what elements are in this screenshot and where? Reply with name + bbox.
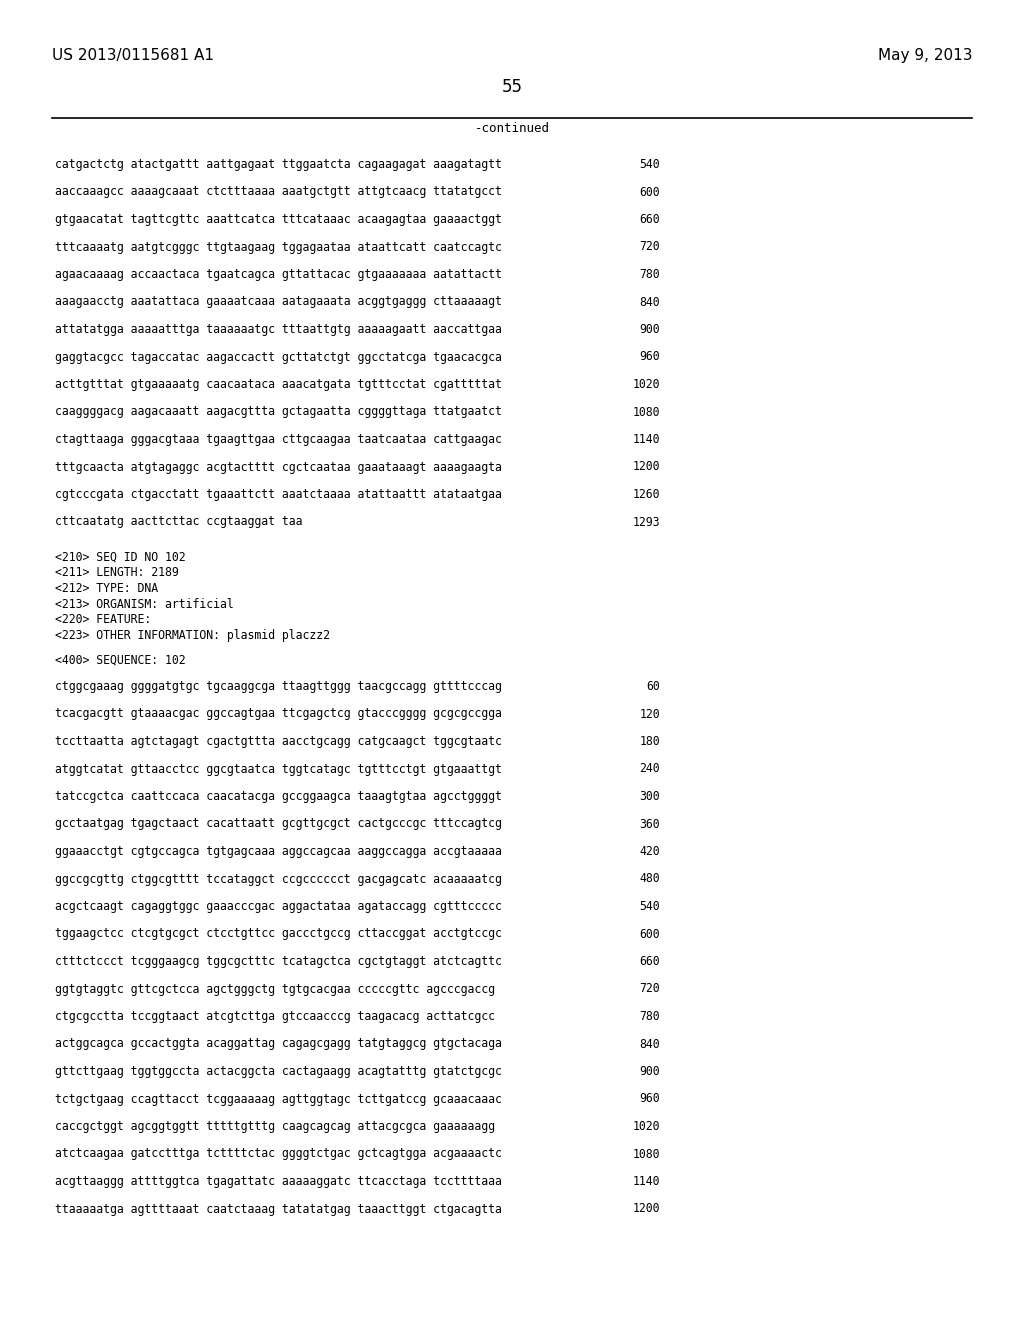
Text: 540: 540 [639,900,660,913]
Text: 960: 960 [639,351,660,363]
Text: acgttaaggg attttggtca tgagattatc aaaaaggatc ttcacctaga tccttttaaa: acgttaaggg attttggtca tgagattatc aaaaagg… [55,1175,502,1188]
Text: <213> ORGANISM: artificial: <213> ORGANISM: artificial [55,598,233,610]
Text: <211> LENGTH: 2189: <211> LENGTH: 2189 [55,566,179,579]
Text: 840: 840 [639,296,660,309]
Text: ctgcgcctta tccggtaact atcgtcttga gtccaacccg taagacacg acttatcgcc: ctgcgcctta tccggtaact atcgtcttga gtccaac… [55,1010,495,1023]
Text: 540: 540 [639,158,660,172]
Text: ggtgtaggtc gttcgctcca agctgggctg tgtgcacgaa cccccgttc agcccgaccg: ggtgtaggtc gttcgctcca agctgggctg tgtgcac… [55,982,495,995]
Text: 1200: 1200 [633,461,660,474]
Text: 300: 300 [639,789,660,803]
Text: gaggtacgcc tagaccatac aagaccactt gcttatctgt ggcctatcga tgaacacgca: gaggtacgcc tagaccatac aagaccactt gcttatc… [55,351,502,363]
Text: May 9, 2013: May 9, 2013 [878,48,972,63]
Text: atggtcatat gttaacctcc ggcgtaatca tggtcatagc tgtttcctgt gtgaaattgt: atggtcatat gttaacctcc ggcgtaatca tggtcat… [55,763,502,776]
Text: acttgtttat gtgaaaaatg caacaataca aaacatgata tgtttcctat cgatttttat: acttgtttat gtgaaaaatg caacaataca aaacatg… [55,378,502,391]
Text: ggaaacctgt cgtgccagca tgtgagcaaa aggccagcaa aaggccagga accgtaaaaa: ggaaacctgt cgtgccagca tgtgagcaaa aggccag… [55,845,502,858]
Text: acgctcaagt cagaggtggc gaaacccgac aggactataa agataccagg cgtttccccc: acgctcaagt cagaggtggc gaaacccgac aggacta… [55,900,502,913]
Text: 900: 900 [639,323,660,337]
Text: ctggcgaaag ggggatgtgc tgcaaggcga ttaagttggg taacgccagg gttttcccag: ctggcgaaag ggggatgtgc tgcaaggcga ttaagtt… [55,680,502,693]
Text: 1020: 1020 [633,378,660,391]
Text: <220> FEATURE:: <220> FEATURE: [55,612,152,626]
Text: 55: 55 [502,78,522,96]
Text: <400> SEQUENCE: 102: <400> SEQUENCE: 102 [55,653,185,667]
Text: 240: 240 [639,763,660,776]
Text: 120: 120 [639,708,660,721]
Text: tctgctgaag ccagttacct tcggaaaaag agttggtagc tcttgatccg gcaaacaaac: tctgctgaag ccagttacct tcggaaaaag agttggt… [55,1093,502,1106]
Text: tttgcaacta atgtagaggc acgtactttt cgctcaataa gaaataaagt aaaagaagta: tttgcaacta atgtagaggc acgtactttt cgctcaa… [55,461,502,474]
Text: agaacaaaag accaactaca tgaatcagca gttattacac gtgaaaaaaa aatattactt: agaacaaaag accaactaca tgaatcagca gttatta… [55,268,502,281]
Text: ttaaaaatga agttttaaat caatctaaag tatatatgag taaacttggt ctgacagtta: ttaaaaatga agttttaaat caatctaaag tatatat… [55,1203,502,1216]
Text: 1200: 1200 [633,1203,660,1216]
Text: actggcagca gccactggta acaggattag cagagcgagg tatgtaggcg gtgctacaga: actggcagca gccactggta acaggattag cagagcg… [55,1038,502,1051]
Text: 60: 60 [646,680,660,693]
Text: cttcaatatg aacttcttac ccgtaaggat taa: cttcaatatg aacttcttac ccgtaaggat taa [55,516,302,528]
Text: 720: 720 [639,982,660,995]
Text: tccttaatta agtctagagt cgactgttta aacctgcagg catgcaagct tggcgtaatc: tccttaatta agtctagagt cgactgttta aacctgc… [55,735,502,748]
Text: ggccgcgttg ctggcgtttt tccataggct ccgcccccct gacgagcatc acaaaaatcg: ggccgcgttg ctggcgtttt tccataggct ccgcccc… [55,873,502,886]
Text: 840: 840 [639,1038,660,1051]
Text: 420: 420 [639,845,660,858]
Text: caaggggacg aagacaaatt aagacgttta gctagaatta cggggttaga ttatgaatct: caaggggacg aagacaaatt aagacgttta gctagaa… [55,405,502,418]
Text: cgtcccgata ctgacctatt tgaaattctt aaatctaaaa atattaattt atataatgaa: cgtcccgata ctgacctatt tgaaattctt aaatcta… [55,488,502,502]
Text: catgactctg atactgattt aattgagaat ttggaatcta cagaagagat aaagatagtt: catgactctg atactgattt aattgagaat ttggaat… [55,158,502,172]
Text: <212> TYPE: DNA: <212> TYPE: DNA [55,582,158,595]
Text: tggaagctcc ctcgtgcgct ctcctgttcc gaccctgccg cttaccggat acctgtccgc: tggaagctcc ctcgtgcgct ctcctgttcc gaccctg… [55,928,502,940]
Text: caccgctggt agcggtggtt tttttgtttg caagcagcag attacgcgca gaaaaaagg: caccgctggt agcggtggtt tttttgtttg caagcag… [55,1119,495,1133]
Text: <210> SEQ ID NO 102: <210> SEQ ID NO 102 [55,550,185,564]
Text: 600: 600 [639,186,660,198]
Text: 660: 660 [639,954,660,968]
Text: <223> OTHER INFORMATION: plasmid placzz2: <223> OTHER INFORMATION: plasmid placzz2 [55,628,330,642]
Text: 780: 780 [639,1010,660,1023]
Text: tcacgacgtt gtaaaacgac ggccagtgaa ttcgagctcg gtacccgggg gcgcgccgga: tcacgacgtt gtaaaacgac ggccagtgaa ttcgagc… [55,708,502,721]
Text: gcctaatgag tgagctaact cacattaatt gcgttgcgct cactgcccgc tttccagtcg: gcctaatgag tgagctaact cacattaatt gcgttgc… [55,817,502,830]
Text: gtgaacatat tagttcgttc aaattcatca tttcataaac acaagagtaa gaaaactggt: gtgaacatat tagttcgttc aaattcatca tttcata… [55,213,502,226]
Text: atctcaagaa gatcctttga tcttttctac ggggtctgac gctcagtgga acgaaaactc: atctcaagaa gatcctttga tcttttctac ggggtct… [55,1147,502,1160]
Text: 660: 660 [639,213,660,226]
Text: 1140: 1140 [633,1175,660,1188]
Text: 180: 180 [639,735,660,748]
Text: 1260: 1260 [633,488,660,502]
Text: aaagaacctg aaatattaca gaaaatcaaa aatagaaata acggtgaggg cttaaaaagt: aaagaacctg aaatattaca gaaaatcaaa aatagaa… [55,296,502,309]
Text: 480: 480 [639,873,660,886]
Text: aaccaaagcc aaaagcaaat ctctttaaaa aaatgctgtt attgtcaacg ttatatgcct: aaccaaagcc aaaagcaaat ctctttaaaa aaatgct… [55,186,502,198]
Text: ctagttaaga gggacgtaaa tgaagttgaa cttgcaagaa taatcaataa cattgaagac: ctagttaaga gggacgtaaa tgaagttgaa cttgcaa… [55,433,502,446]
Text: 1020: 1020 [633,1119,660,1133]
Text: gttcttgaag tggtggccta actacggcta cactagaagg acagtatttg gtatctgcgc: gttcttgaag tggtggccta actacggcta cactaga… [55,1065,502,1078]
Text: 1140: 1140 [633,433,660,446]
Text: 1080: 1080 [633,405,660,418]
Text: US 2013/0115681 A1: US 2013/0115681 A1 [52,48,214,63]
Text: 600: 600 [639,928,660,940]
Text: 960: 960 [639,1093,660,1106]
Text: tatccgctca caattccaca caacatacga gccggaagca taaagtgtaa agcctggggt: tatccgctca caattccaca caacatacga gccggaa… [55,789,502,803]
Text: tttcaaaatg aatgtcgggc ttgtaagaag tggagaataa ataattcatt caatccagtc: tttcaaaatg aatgtcgggc ttgtaagaag tggagaa… [55,240,502,253]
Text: 1293: 1293 [633,516,660,528]
Text: 1080: 1080 [633,1147,660,1160]
Text: 360: 360 [639,817,660,830]
Text: -continued: -continued [474,121,550,135]
Text: 900: 900 [639,1065,660,1078]
Text: 720: 720 [639,240,660,253]
Text: ctttctccct tcgggaagcg tggcgctttc tcatagctca cgctgtaggt atctcagttc: ctttctccct tcgggaagcg tggcgctttc tcatagc… [55,954,502,968]
Text: 780: 780 [639,268,660,281]
Text: attatatgga aaaaatttga taaaaaatgc tttaattgtg aaaaagaatt aaccattgaa: attatatgga aaaaatttga taaaaaatgc tttaatt… [55,323,502,337]
